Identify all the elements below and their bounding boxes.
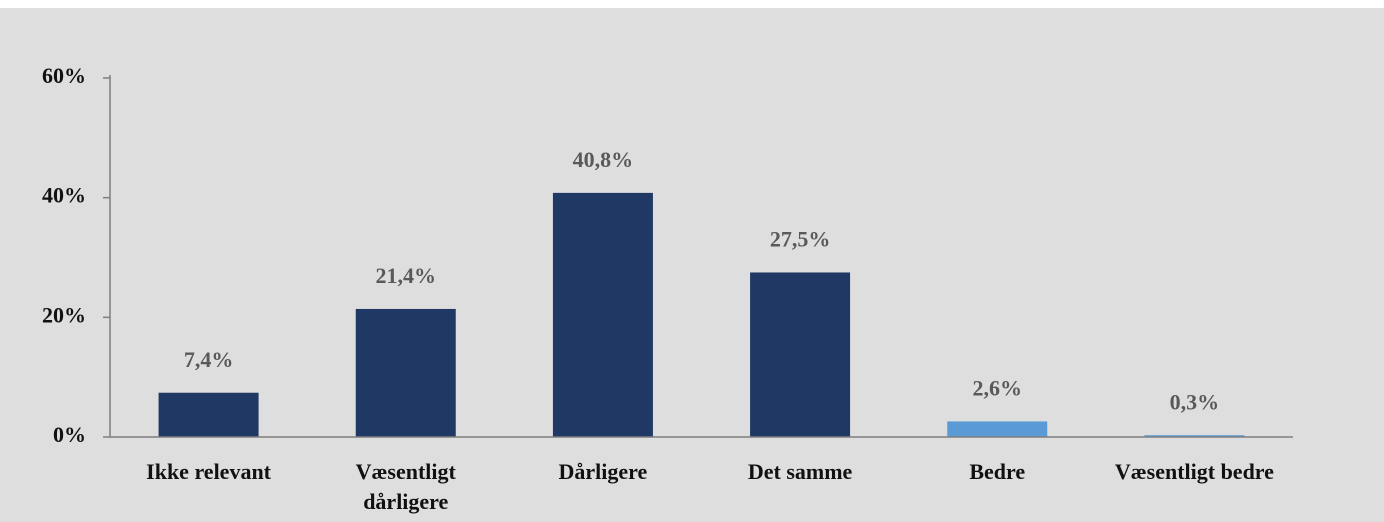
bar bbox=[750, 272, 851, 437]
x-tick-label: Dårligere bbox=[558, 459, 648, 484]
value-label: 21,4% bbox=[376, 263, 437, 288]
top-strip bbox=[0, 0, 1384, 8]
x-tick-label: Ikke relevant bbox=[146, 459, 272, 484]
x-tick-label: Væsentligt dårligere bbox=[355, 459, 456, 514]
y-tick-label: 40% bbox=[42, 183, 86, 208]
value-label: 40,8% bbox=[573, 147, 634, 172]
bar bbox=[158, 392, 259, 437]
y-tick-label: 60% bbox=[42, 63, 86, 88]
x-tick-label: Det samme bbox=[747, 459, 853, 484]
y-tick-label: 0% bbox=[53, 422, 86, 447]
value-label: 27,5% bbox=[770, 227, 831, 252]
bar bbox=[355, 308, 456, 437]
bar bbox=[947, 421, 1048, 437]
x-tick-label: Bedre bbox=[969, 459, 1026, 484]
value-label: 2,6% bbox=[973, 375, 1023, 400]
bar bbox=[1144, 435, 1245, 437]
bar bbox=[552, 192, 653, 437]
value-label: 7,4% bbox=[184, 347, 234, 372]
y-tick-label: 20% bbox=[42, 302, 86, 327]
x-tick-label: Væsentligt bedre bbox=[1114, 459, 1274, 484]
value-label: 0,3% bbox=[1170, 389, 1220, 414]
